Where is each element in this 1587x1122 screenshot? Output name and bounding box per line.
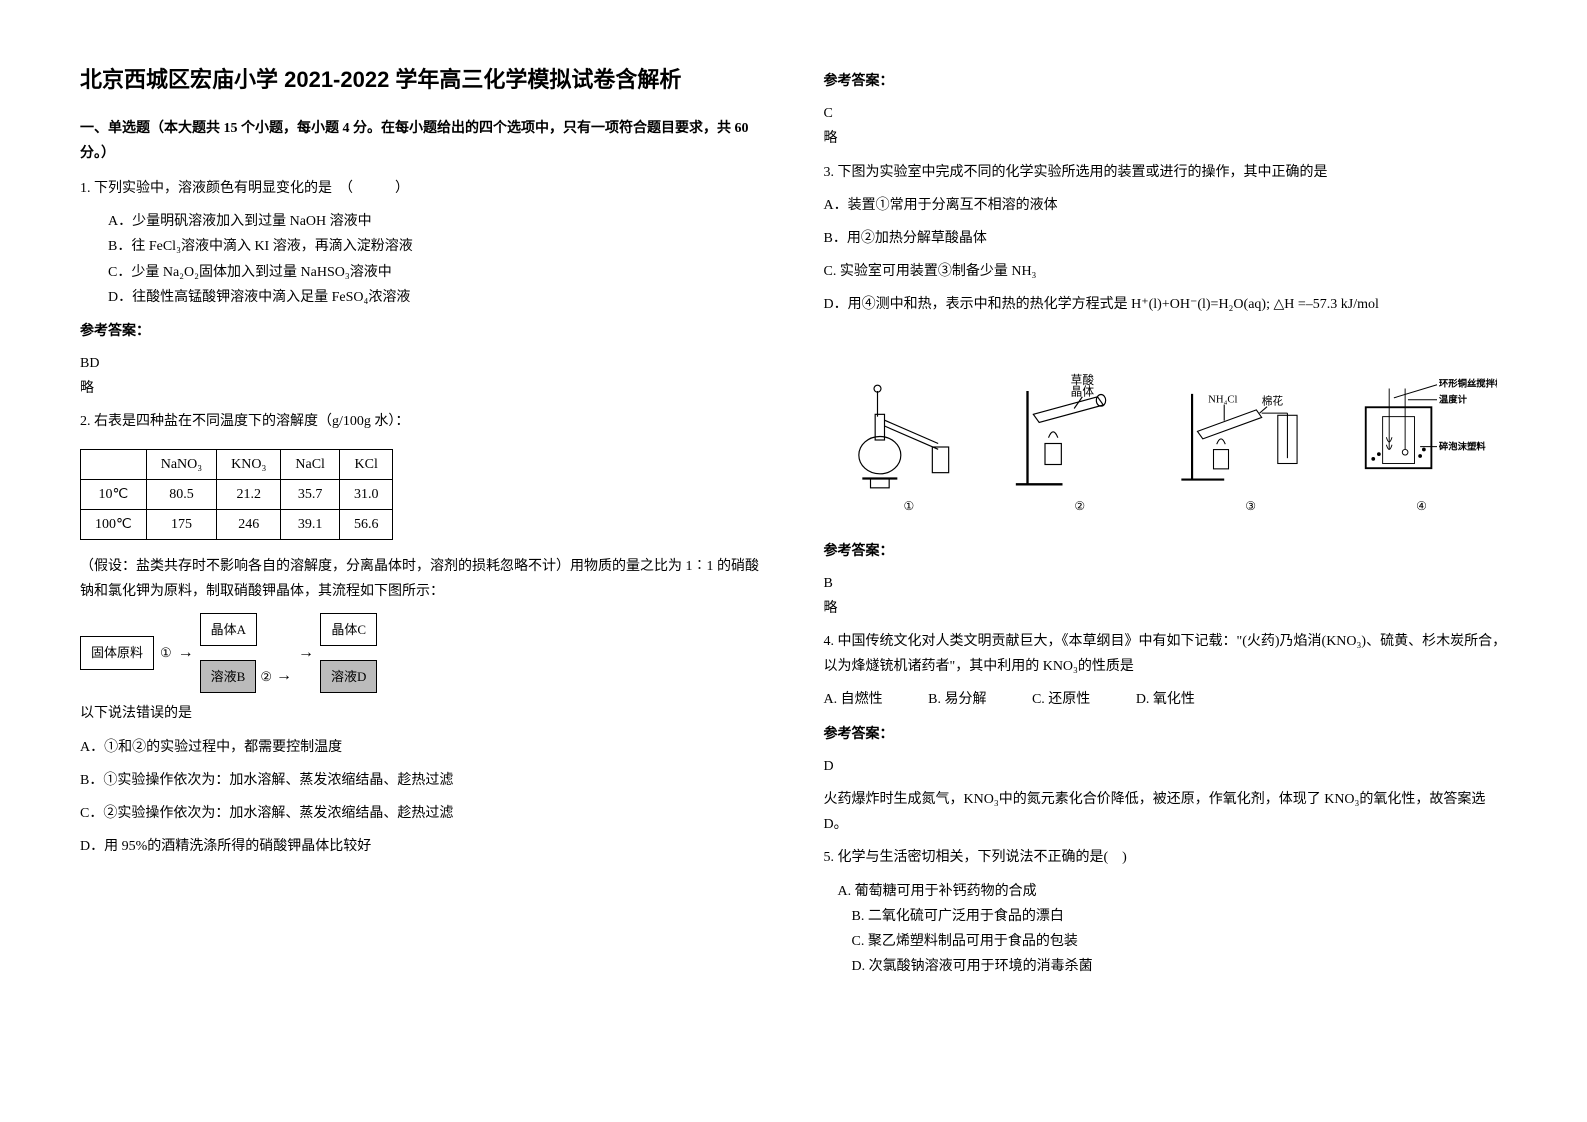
q4-answer: D (824, 754, 1508, 779)
q4-stem: 4. 中国传统文化对人类文明贡献巨大，《本草纲目》中有如下记载："(火药)乃焰消… (824, 629, 1508, 679)
q4-opt-b: B. 易分解 (928, 692, 986, 707)
q2-opt-c: C．②实验操作依次为：加水溶解、蒸发浓缩结晶、趁热过滤 (80, 801, 764, 826)
q3-opt-c: C. 实验室可用装置③制备少量 NH₃ (824, 259, 1508, 284)
answer-label: 参考答案： (824, 538, 1508, 563)
q1-opt-c: C．少量 Na₂O₂固体加入到过量 NaHSO₃溶液中 (80, 260, 764, 285)
td: 100℃ (81, 510, 147, 540)
q3-brief: 略 (824, 596, 1508, 621)
th: KCl (339, 449, 393, 479)
nh3-prep-icon: NH₄Cl 棉花 (1176, 356, 1326, 496)
solubility-table: NaNO₃ KNO₃ NaCl KCl 10℃ 80.5 21.2 35.7 3… (80, 449, 393, 541)
q1-stem: 1. 下列实验中，溶液颜色有明显变化的是 （ ） (80, 176, 764, 201)
flow-branch1: 晶体A 溶液B ② → (200, 613, 292, 694)
table-header: NaNO₃ KNO₃ NaCl KCl (81, 449, 393, 479)
th (81, 449, 147, 479)
flow-crystalC: 晶体C (320, 613, 377, 646)
td: 39.1 (281, 510, 340, 540)
flow-solB: 溶液B (200, 660, 257, 693)
apparatus-4: 环形铜丝搅拌棒 温度计 碎泡沫塑料 ④ (1347, 356, 1497, 518)
td: 80.5 (146, 479, 216, 509)
q3-stem: 3. 下图为实验室中完成不同的化学实验所选用的装置或进行的操作，其中正确的是 (824, 160, 1508, 185)
svg-text:晶体: 晶体 (1070, 385, 1094, 399)
flow-crystalA: 晶体A (200, 613, 257, 646)
svg-text:环形铜丝搅拌棒: 环形铜丝搅拌棒 (1438, 378, 1496, 390)
q3-opt-b: B．用②加热分解草酸晶体 (824, 226, 1508, 251)
calorimeter-icon: 环形铜丝搅拌棒 温度计 碎泡沫塑料 (1347, 356, 1497, 496)
flow-row: 晶体A (200, 613, 292, 646)
svg-text:碎泡沫塑料: 碎泡沫塑料 (1438, 440, 1485, 452)
table-row: 10℃ 80.5 21.2 35.7 31.0 (81, 479, 393, 509)
q4-opt-d: D. 氧化性 (1136, 692, 1195, 707)
td: 10℃ (81, 479, 147, 509)
apparatus-label: ③ (1245, 496, 1256, 518)
q5-opt-c: C. 聚乙烯塑料制品可用于食品的包装 (824, 929, 1508, 954)
svg-text:温度计: 温度计 (1438, 393, 1467, 405)
q2-brief: 略 (824, 126, 1508, 151)
q5-opt-a: A. 葡萄糖可用于补钙药物的合成 (824, 879, 1508, 904)
apparatus-label: ② (1074, 496, 1085, 518)
answer-label: 参考答案： (824, 721, 1508, 746)
apparatus-label: ④ (1416, 496, 1427, 518)
q2-stem: 2. 右表是四种盐在不同温度下的溶解度（g/100g 水）： (80, 409, 764, 434)
apparatus-label: ① (904, 496, 915, 518)
q1-opt-a: A．少量明矾溶液加入到过量 NaOH 溶液中 (80, 209, 764, 234)
flow-row: 溶液B ② → (200, 660, 292, 693)
arrow-icon: → (178, 639, 194, 668)
q2-note: （假设：盐类共存时不影响各自的溶解度，分离晶体时，溶剂的损耗忽略不计）用物质的量… (80, 554, 764, 604)
flow-start: 固体原料 (80, 636, 154, 669)
q3-opt-a: A．装置①常用于分离互不相溶的液体 (824, 193, 1508, 218)
q2-opt-b: B．①实验操作依次为：加水溶解、蒸发浓缩结晶、趁热过滤 (80, 768, 764, 793)
apparatus-1: ① (834, 356, 984, 518)
q2-substem: 以下说法错误的是 (80, 701, 764, 726)
th: NaCl (281, 449, 340, 479)
apparatus-2: 草酸 晶体 ② (1005, 356, 1155, 518)
answer-label: 参考答案： (824, 68, 1508, 93)
q1-brief: 略 (80, 376, 764, 401)
q4-options: A. 自燃性 B. 易分解 C. 还原性 D. 氧化性 (824, 687, 1508, 712)
td: 56.6 (339, 510, 393, 540)
apparatus-diagrams: ① 草酸 晶体 ② NH₄Cl 棉花 (824, 338, 1508, 518)
q2-answer: C (824, 101, 1508, 126)
left-column: 北京西城区宏庙小学 2021-2022 学年高三化学模拟试卷含解析 一、单选题（… (80, 60, 764, 1062)
td: 21.2 (217, 479, 281, 509)
q2-opt-d: D．用 95%的酒精洗涤所得的硝酸钾晶体比较好 (80, 834, 764, 859)
q5-opt-d: D. 次氯酸钠溶液可用于环境的消毒杀菌 (824, 954, 1508, 979)
td: 35.7 (281, 479, 340, 509)
q5-stem: 5. 化学与生活密切相关，下列说法不正确的是( ) (824, 845, 1508, 870)
answer-label: 参考答案： (80, 318, 764, 343)
td: 31.0 (339, 479, 393, 509)
table-row: 100℃ 175 246 39.1 56.6 (81, 510, 393, 540)
td: 246 (217, 510, 281, 540)
right-column: 参考答案： C 略 3. 下图为实验室中完成不同的化学实验所选用的装置或进行的操… (824, 60, 1508, 1062)
flowchart: 固体原料 ① → 晶体A 溶液B ② → → 晶体C 溶液D (80, 613, 764, 694)
q4-explanation: 火药爆炸时生成氮气，KNO₃中的氮元素化合价降低，被还原，作氧化剂，体现了 KN… (824, 787, 1508, 837)
section-heading: 一、单选题（本大题共 15 个小题，每小题 4 分。在每小题给出的四个选项中，只… (80, 116, 764, 166)
flow-branch2: 晶体C 溶液D (320, 613, 377, 694)
svg-text:NH₄Cl: NH₄Cl (1208, 393, 1237, 405)
q3-answer: B (824, 571, 1508, 596)
q1-answer: BD (80, 351, 764, 376)
svg-text:棉花: 棉花 (1261, 394, 1283, 407)
td: 175 (146, 510, 216, 540)
page-title: 北京西城区宏庙小学 2021-2022 学年高三化学模拟试卷含解析 (80, 60, 764, 100)
q3-opt-d: D．用④测中和热，表示中和热的热化学方程式是 H⁺(l)+OH⁻(l)=H₂O(… (824, 292, 1508, 317)
flow-solD: 溶液D (320, 660, 377, 693)
arrow-icon: → (298, 639, 314, 668)
distillation-icon (834, 356, 984, 496)
flow-step1: ① (160, 641, 172, 664)
th: NaNO₃ (146, 449, 216, 479)
q4-opt-c: C. 还原性 (1032, 692, 1090, 707)
apparatus-3: NH₄Cl 棉花 ③ (1176, 356, 1326, 518)
q1-opt-d: D．往酸性高锰酸钾溶液中滴入足量 FeSO₄浓溶液 (80, 285, 764, 310)
th: KNO₃ (217, 449, 281, 479)
heating-tube-icon: 草酸 晶体 (1005, 356, 1155, 496)
q4-opt-a: A. 自燃性 (824, 692, 883, 707)
q5-opt-b: B. 二氧化硫可广泛用于食品的漂白 (824, 904, 1508, 929)
flow-step2: ② (260, 665, 272, 688)
q2-opt-a: A．①和②的实验过程中，都需要控制温度 (80, 735, 764, 760)
q1-opt-b: B．往 FeCl₃溶液中滴入 KI 溶液，再滴入淀粉溶液 (80, 234, 764, 259)
arrow-icon: → (276, 662, 292, 691)
